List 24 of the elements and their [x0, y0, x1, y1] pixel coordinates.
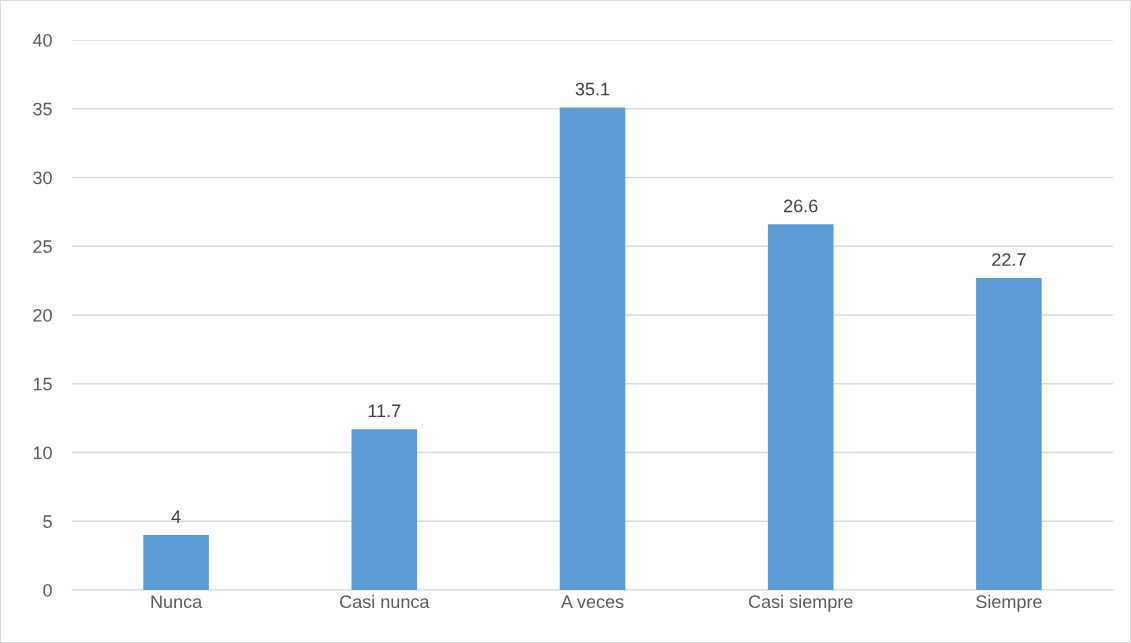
bar: [976, 277, 1042, 590]
y-tick-label: 35: [33, 102, 52, 116]
bar: [143, 535, 209, 590]
bar: [767, 224, 834, 590]
x-tick-label: Casi siempre: [748, 594, 853, 612]
y-tick-label: 25: [33, 240, 52, 253]
bar: [351, 429, 418, 590]
y-tick-label: 20: [33, 308, 52, 322]
data-label: 22.7: [992, 253, 1026, 266]
x-tick-label: Siempre: [976, 594, 1042, 612]
data-label: 26.6: [784, 199, 818, 213]
y-tick-label: 40: [32, 33, 52, 47]
x-tick-label: A veces: [560, 595, 624, 609]
data-label: 35.1: [575, 82, 610, 96]
x-tick-label: Nunca: [151, 595, 203, 609]
y-tick-label: 5: [43, 515, 52, 528]
y-tick-label: 0: [43, 583, 52, 597]
y-tick-label: 30: [33, 171, 52, 185]
x-tick-label: Casi nunca: [340, 594, 430, 609]
y-tick-label: 15: [33, 377, 52, 391]
data-label: 4: [171, 510, 181, 523]
data-label: 11.7: [368, 404, 401, 418]
bar: [559, 107, 626, 590]
y-tick-label: 10: [33, 446, 52, 460]
